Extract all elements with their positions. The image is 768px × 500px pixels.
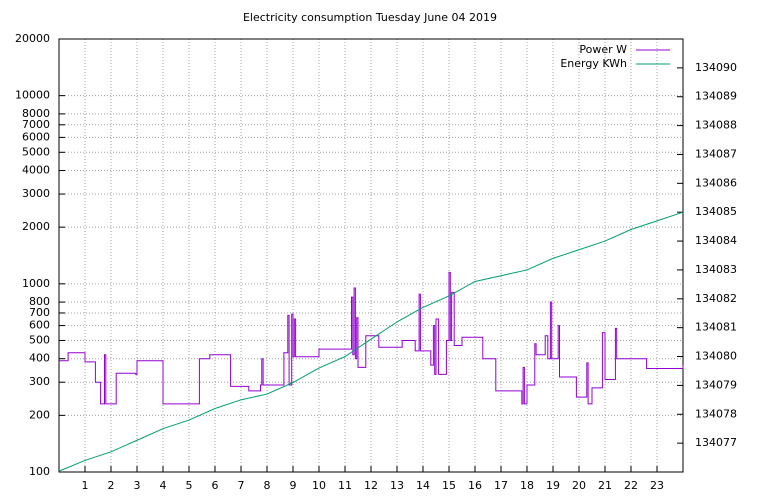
y2-tick-label: 134084 xyxy=(695,234,737,247)
y-tick-label: 500 xyxy=(29,333,50,346)
y2-tick-label: 134090 xyxy=(695,61,737,74)
x-tick-label: 2 xyxy=(108,479,115,492)
x-tick-label: 8 xyxy=(264,479,271,492)
x-tick-label: 17 xyxy=(494,479,508,492)
y2-tick-label: 134080 xyxy=(695,350,737,363)
y2-tick-label: 134087 xyxy=(695,147,737,160)
y-tick-label: 100 xyxy=(29,465,50,478)
data-line xyxy=(58,211,684,472)
y2-tick-label: 134079 xyxy=(695,378,737,391)
y-tick-label: 2000 xyxy=(22,220,50,233)
x-tick-label: 14 xyxy=(416,479,430,492)
y-tick-label: 400 xyxy=(29,352,50,365)
y2-tick-label: 134083 xyxy=(695,263,737,276)
y2-tick-label: 134088 xyxy=(695,119,737,132)
x-tick-label: 23 xyxy=(650,479,664,492)
x-tick-label: 1 xyxy=(82,479,89,492)
x-tick-label: 4 xyxy=(160,479,167,492)
x-tick-label: 3 xyxy=(134,479,141,492)
x-tick-label: 9 xyxy=(290,479,297,492)
y-tick-label: 300 xyxy=(29,375,50,388)
x-tick-label: 10 xyxy=(312,479,326,492)
x-tick-label: 11 xyxy=(338,479,352,492)
x-tick-label: 15 xyxy=(442,479,456,492)
y-tick-label: 700 xyxy=(29,306,50,319)
x-tick-label: 12 xyxy=(364,479,378,492)
y2-tick-label: 134089 xyxy=(695,90,737,103)
y-tick-label: 4000 xyxy=(22,164,50,177)
y-tick-label: 3000 xyxy=(22,187,50,200)
x-tick-label: 16 xyxy=(468,479,482,492)
y-tick-label: 8000 xyxy=(22,107,50,120)
y-tick-label: 1000 xyxy=(22,277,50,290)
y2-tick-label: 134077 xyxy=(695,436,737,449)
x-tick-label: 19 xyxy=(546,479,560,492)
chart-title: Electricity consumption Tuesday June 04 … xyxy=(243,11,497,24)
x-tick-label: 13 xyxy=(390,479,404,492)
x-tick-label: 5 xyxy=(186,479,193,492)
x-tick-label: 6 xyxy=(212,479,219,492)
y-tick-label: 600 xyxy=(29,319,50,332)
y2-tick-label: 134078 xyxy=(695,407,737,420)
y2-tick-label: 134085 xyxy=(695,205,737,218)
legend-label: Energy KWh xyxy=(560,57,627,70)
y2-tick-label: 134081 xyxy=(695,321,737,334)
y2-tick-label: 134082 xyxy=(695,292,737,305)
y-tick-label: 20000 xyxy=(15,32,50,45)
x-tick-label: 18 xyxy=(520,479,534,492)
x-tick-label: 22 xyxy=(624,479,638,492)
y-tick-label: 800 xyxy=(29,295,50,308)
data-line xyxy=(59,271,684,405)
x-tick-label: 20 xyxy=(572,479,586,492)
legend-label: Power W xyxy=(579,43,627,56)
y-tick-label: 5000 xyxy=(22,145,50,158)
plot-frame xyxy=(58,38,684,473)
y-tick-label: 200 xyxy=(29,408,50,421)
y-tick-label: 7000 xyxy=(22,118,50,131)
x-tick-label: 7 xyxy=(238,479,245,492)
x-tick-label: 21 xyxy=(598,479,612,492)
y2-tick-label: 134086 xyxy=(695,176,737,189)
y-tick-label: 6000 xyxy=(22,130,50,143)
y-tick-label: 10000 xyxy=(15,89,50,102)
